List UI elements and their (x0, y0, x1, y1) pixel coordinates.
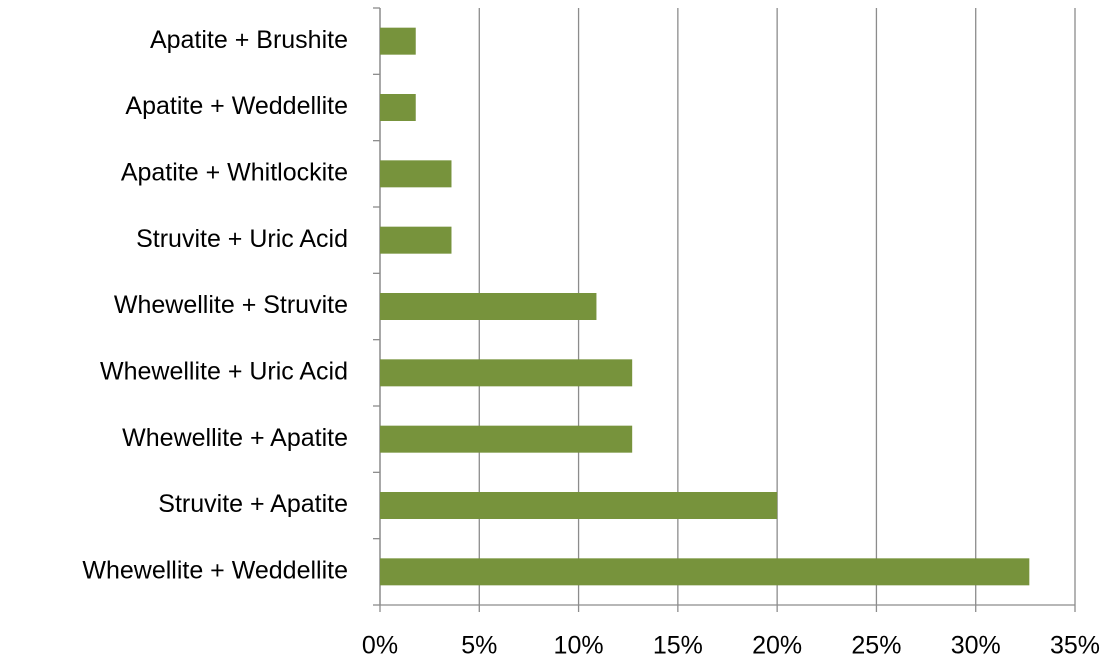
x-tick-label: 0% (362, 632, 398, 660)
bar (380, 492, 778, 519)
bar (380, 359, 633, 387)
y-tick-label: Struvite + Uric Acid (136, 225, 348, 253)
y-tick-label: Whewellite + Struvite (114, 291, 348, 319)
y-tick-label: Whewellite + Uric Acid (100, 357, 348, 385)
x-tick-label: 10% (554, 632, 604, 660)
bar (380, 558, 1030, 586)
bar (380, 27, 416, 55)
y-tick-label: Struvite + Apatite (158, 490, 348, 518)
x-tick-label: 35% (1050, 632, 1100, 660)
x-tick-label: 25% (851, 632, 901, 660)
bar (380, 94, 416, 121)
x-tick-label: 15% (653, 632, 703, 660)
bar (380, 226, 452, 254)
bar (380, 293, 597, 320)
y-tick-label: Whewellite + Weddellite (82, 556, 348, 584)
y-tick-label: Apatite + Weddellite (125, 92, 348, 120)
y-tick-label: Whewellite + Apatite (122, 424, 348, 452)
bar (380, 160, 452, 188)
y-tick-label: Apatite + Whitlockite (121, 158, 348, 186)
x-tick-label: 30% (951, 632, 1001, 660)
bar (380, 425, 633, 453)
x-tick-label: 20% (752, 632, 802, 660)
y-tick-label: Apatite + Brushite (150, 26, 348, 54)
x-tick-label: 5% (461, 632, 497, 660)
